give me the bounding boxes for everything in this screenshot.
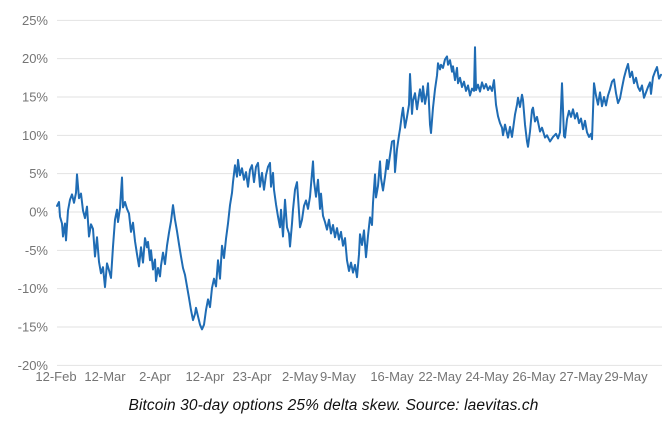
y-axis-tick-label: 20% [22,51,48,66]
y-axis-tick-label: -5% [25,243,49,258]
skew-line-series [56,46,662,331]
y-axis-tick-label: -10% [18,281,49,296]
y-axis-tick-label: 5% [29,166,48,181]
x-axis-tick-label: 23-Apr [232,369,272,384]
x-axis-tick-label: 12-Mar [84,369,126,384]
chart-caption: Bitcoin 30-day options 25% delta skew. S… [128,397,539,414]
x-axis-tick-label: 16-May [370,369,414,384]
y-axis-tick-label: 10% [22,128,48,143]
y-axis-tick-label: 15% [22,89,48,104]
x-axis-tick-label: 9-May [320,369,357,384]
y-axis-tick-label: -15% [18,320,49,335]
x-axis-tick-label: 12-Apr [185,369,225,384]
x-axis-tick-label: 26-May [512,369,556,384]
x-axis-tick-label: 27-May [559,369,603,384]
y-axis-tick-label: 25% [22,13,48,28]
x-axis-tick-label: 24-May [465,369,509,384]
x-axis-tick-label: 12-Feb [35,369,76,384]
x-axis-tick-label: 2-May [282,369,319,384]
y-axis-tick-label: 0% [29,205,48,220]
x-axis-tick-label: 2-Apr [139,369,171,384]
x-axis-tick-label: 29-May [604,369,648,384]
x-axis-tick-label: 22-May [418,369,462,384]
y-axis-tick-label: -20% [18,358,49,373]
